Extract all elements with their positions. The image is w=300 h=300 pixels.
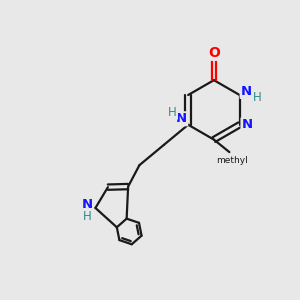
Text: methyl: methyl bbox=[216, 156, 248, 165]
Text: N: N bbox=[241, 85, 252, 98]
Text: N: N bbox=[242, 118, 253, 131]
Text: O: O bbox=[208, 46, 220, 60]
Text: H: H bbox=[253, 92, 262, 104]
Text: H: H bbox=[83, 210, 92, 223]
Text: N: N bbox=[176, 112, 187, 125]
Text: H: H bbox=[168, 106, 177, 119]
Text: N: N bbox=[82, 198, 93, 211]
